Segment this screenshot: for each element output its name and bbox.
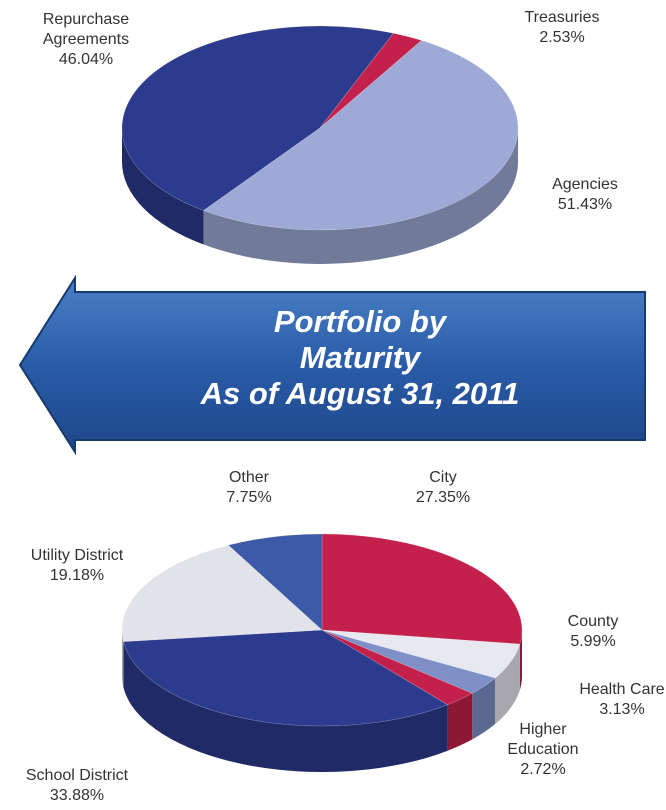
slice-label: Agencies [552, 176, 618, 193]
slice-label: Treasuries [524, 9, 600, 26]
banner-line: Portfolio by [274, 304, 448, 339]
slice-side [495, 644, 520, 725]
banner-arrow [18, 274, 646, 456]
slice-value: 5.99% [570, 633, 616, 650]
slice-label: County [567, 613, 619, 630]
slice [202, 40, 519, 231]
slice-label: Health Care [579, 681, 665, 698]
slice [321, 533, 523, 645]
slice-value: 7.75% [226, 489, 272, 506]
slice-value: 51.43% [557, 196, 613, 213]
slice-label: Other [228, 469, 269, 486]
slice-value: 19.18% [49, 567, 105, 584]
slice-side [203, 128, 518, 264]
slice [123, 629, 449, 727]
slice-value: 2.53% [539, 29, 585, 46]
slice-label: Utility District [30, 547, 124, 564]
banner-line: Maturity [300, 340, 422, 375]
slice-label: School District [25, 767, 129, 784]
slice-label: Repurchase Agreements [42, 11, 130, 48]
slice [227, 533, 323, 631]
slice-value: 2.72% [520, 761, 566, 778]
slice-side [122, 630, 124, 688]
pies [121, 25, 523, 772]
slice-label: Higher Education [507, 721, 579, 758]
slice-side [447, 693, 473, 751]
banner-line: As of August 31, 2011 [200, 376, 520, 411]
slice [321, 629, 473, 706]
slice-value: 27.35% [415, 489, 471, 506]
slice-side [472, 678, 496, 740]
slice-value: 46.04% [58, 51, 114, 68]
slice-value: 3.13% [599, 701, 645, 718]
slice [321, 629, 496, 694]
slice-side [123, 641, 448, 772]
slice-side [121, 128, 204, 245]
slice-value: 33.88% [49, 787, 105, 804]
slice [121, 544, 323, 642]
slice [121, 25, 394, 211]
slice-side [519, 630, 522, 691]
slice-label: City [429, 469, 457, 486]
slice [321, 629, 521, 679]
slice [319, 32, 423, 129]
